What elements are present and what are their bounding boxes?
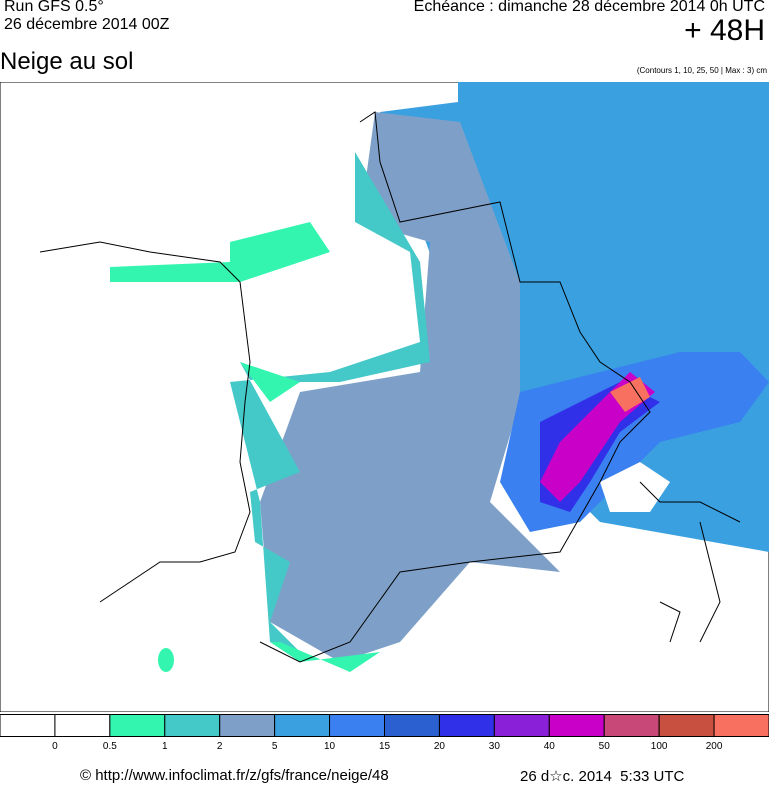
legend-label: 40 [544, 741, 556, 752]
legend-label: 50 [599, 741, 611, 752]
legend-swatch [219, 714, 276, 737]
snow-patch [158, 648, 174, 672]
legend-swatch [0, 714, 56, 737]
legend-swatch [658, 714, 715, 737]
echeance: Echéance : dimanche 28 décembre 2014 0h … [413, 0, 765, 15]
legend-label: 30 [489, 741, 501, 752]
legend-swatch [384, 714, 440, 737]
snow-1 [110, 222, 380, 672]
legend-label: 15 [379, 741, 391, 752]
legend-label: 0.5 [103, 741, 117, 752]
legend-label: 100 [651, 741, 668, 752]
legend-swatch [164, 714, 221, 737]
legend-swatch [713, 714, 769, 737]
run-label: Run GFS 0.5° [4, 0, 104, 15]
legend-swatch [548, 714, 605, 737]
legend-swatch [493, 714, 550, 737]
sea [600, 462, 670, 512]
legend-label: 20 [434, 741, 446, 752]
legend-label: 0 [52, 741, 58, 752]
run-date: 26 décembre 2014 00Z [4, 16, 170, 33]
legend-swatch [54, 714, 111, 737]
legend-swatch [329, 714, 386, 737]
timestamp: 26 d☆c. 2014 5:33 UTC [520, 768, 685, 785]
lead-time: + 48H [684, 14, 765, 47]
map [0, 82, 769, 712]
legend-label: 2 [217, 741, 223, 752]
legend-label: 10 [324, 741, 336, 752]
legend: 0 0.5 1 2 5 10 15 20 30 40 50 100 200 [0, 714, 769, 752]
legend-swatch [603, 714, 660, 737]
legend-swatch [438, 714, 495, 737]
legend-label: 5 [272, 741, 278, 752]
snow-max [610, 377, 650, 412]
source-url: © http://www.infoclimat.fr/z/gfs/france/… [80, 767, 389, 784]
legend-swatch [109, 714, 166, 737]
legend-label: 200 [706, 741, 723, 752]
snow-5 [260, 112, 560, 662]
legend-swatch [274, 714, 331, 737]
borders [39, 111, 741, 663]
contour-note: (Contours 1, 10, 25, 50 | Max : 3) cm [636, 66, 767, 75]
map-title: Neige au sol [0, 48, 134, 75]
legend-label: 1 [162, 741, 168, 752]
